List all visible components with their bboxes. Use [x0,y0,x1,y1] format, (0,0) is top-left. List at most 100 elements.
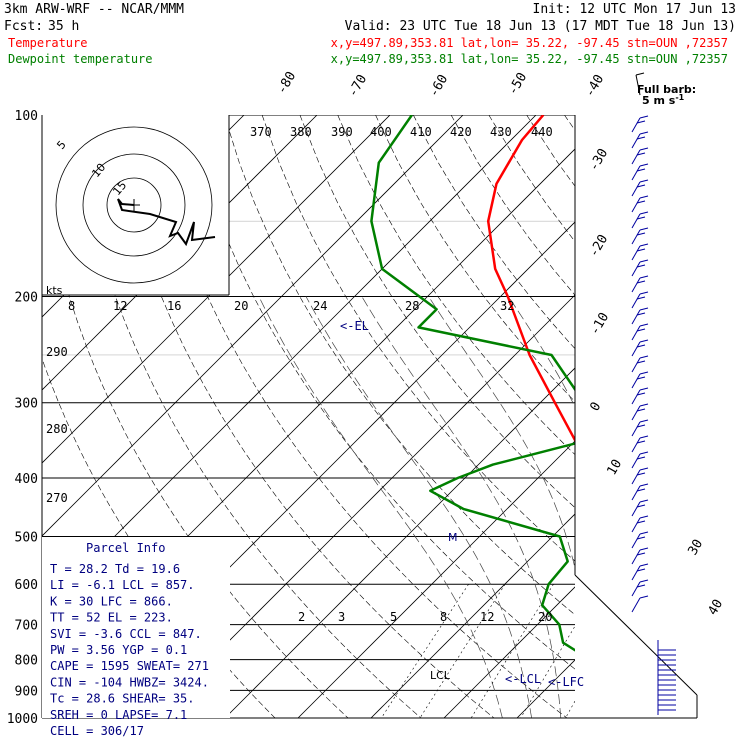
parcel-info-row: Tc = 28.6 SHEAR= 35. [50,692,195,706]
theta-label: 440 [531,125,553,139]
parcel-info-row: K = 30 LFC = 866. [50,594,173,608]
wind-barb [631,483,649,501]
hodograph-speed-label: 32 [500,299,514,313]
temperature-legend: Temperature [8,36,87,50]
moist-adiabat-line [361,296,562,718]
wind-barb [631,211,649,229]
mixing-ratio-label: 5 [390,610,397,624]
wind-barb [631,451,649,469]
mixing-ratio-label: 12 [480,610,494,624]
dewpoint-location: x,y=497.89,353.81 lat,lon= 35.22, -97.45… [331,52,728,66]
wind-barb [631,275,649,293]
lfc-marker: <-LFC [548,675,584,689]
wind-barb [631,227,649,245]
isotherm-line [516,659,575,718]
barb-legend-units: 5 m s-1 [642,93,685,107]
init-time: Init: 12 UTC Mon 17 Jun 13 [533,2,737,17]
mixing-ratio-label: 20 [538,610,552,624]
wind-barb [631,179,649,197]
isotherm-line [224,367,575,718]
pressure-tick-label: 600 [15,578,38,593]
dry-adiabat-line [299,115,575,509]
pressure-tick-label: 800 [15,654,38,669]
pressure-tick-label: 300 [15,397,38,412]
moist-adiabat-line [305,296,532,718]
theta-label: 390 [331,125,353,139]
isotherm-line [42,115,391,464]
dry-adiabat-line [148,115,568,718]
wind-barb [631,499,649,517]
dry-adiabat-line [337,115,575,456]
wind-barb [631,195,649,213]
pressure-tick-label: 400 [15,472,38,487]
parcel-info-row: TT = 52 EL = 223. [50,611,173,625]
wind-barb [631,547,649,565]
isotherm-line [297,440,575,718]
theta-label: 380 [290,125,312,139]
pressure-tick-label: 700 [15,619,38,634]
mixing-ratio-label: 8 [440,610,447,624]
wind-barb [631,323,649,341]
wind-barb [631,115,649,133]
wind-barb [631,467,649,485]
theta-label: 370 [250,125,272,139]
wind-barb [631,531,649,549]
parcel-info-row: CELL = 306/17 [50,724,144,738]
wind-barb [631,387,649,405]
dry-adiabat-line [224,115,575,616]
hodograph-speed-axis: kts 8 12 16 20 24 28 32 [46,284,514,313]
theta-label: 430 [490,125,512,139]
isotherm-label: 40 [705,597,726,618]
wind-barbs [631,115,676,715]
hodograph-units: kts [46,284,63,297]
wind-barb [631,339,649,357]
parcel-info-row: SVI = -3.6 CCL = 847. [50,627,202,641]
theta-left-label: 270 [46,491,68,505]
isotherm-label: 30 [685,537,706,558]
forecast-label: Fcst: [4,19,43,34]
dry-adiabat-line [72,115,422,718]
wind-barb [631,563,649,581]
theta-label: 400 [370,125,392,139]
theta-left-label: 290 [46,345,68,359]
pressure-tick-label: 200 [15,291,38,306]
barb-legend-title: Full barb: [637,83,696,96]
parcel-info-row: CAPE = 1595 SWEAT= 271 [50,659,209,673]
mixing-ratio-line [381,584,469,718]
wind-barb [631,131,649,149]
wind-barb [631,243,649,261]
wind-barb [631,163,649,181]
hodograph-speed-label: 12 [113,299,127,313]
hodograph-ring [106,177,162,233]
hodograph-speed-label: 20 [234,299,248,313]
temperature-location: x,y=497.89,353.81 lat,lon= 35.22, -97.45… [331,36,728,50]
el-marker: <-EL [340,319,369,333]
low-level-barbs [657,640,676,715]
dewpoint-legend: Dewpoint temperature [8,52,153,66]
m-marker: M [448,531,458,544]
dry-adiabat-line [110,115,495,718]
parcel-info-box: Parcel Info T = 28.2 Td = 19.6 LI = -6.1 … [42,537,230,738]
parcel-info-row: LI = -6.1 LCL = 857. [50,578,195,592]
parcel-info-row: PW = 3.56 YGP = 0.1 [50,643,187,657]
moist-adiabat-line [428,296,575,570]
wind-barb [631,147,649,165]
wind-barb [631,291,649,309]
wind-barb [631,579,649,597]
hodograph-speed-label: 16 [167,299,181,313]
moist-adiabat-line [258,296,503,718]
wind-barb [631,355,649,373]
mixing-ratio-line [470,584,554,718]
dry-adiabat-line [42,357,276,718]
parcel-info-row: SREH = 0 LAPSE= 7.1 [50,708,187,722]
hodograph-ring [82,153,186,257]
mixing-ratio-label: 2 [298,610,305,624]
wind-barb [631,371,649,389]
wind-barb [631,403,649,421]
theta-left-label: 280 [46,422,68,436]
isotherm-line [42,115,318,391]
lcl-marker: <-LCL [505,672,541,686]
dry-adiabat-line [186,115,575,670]
legend-barb-icon [635,72,645,96]
